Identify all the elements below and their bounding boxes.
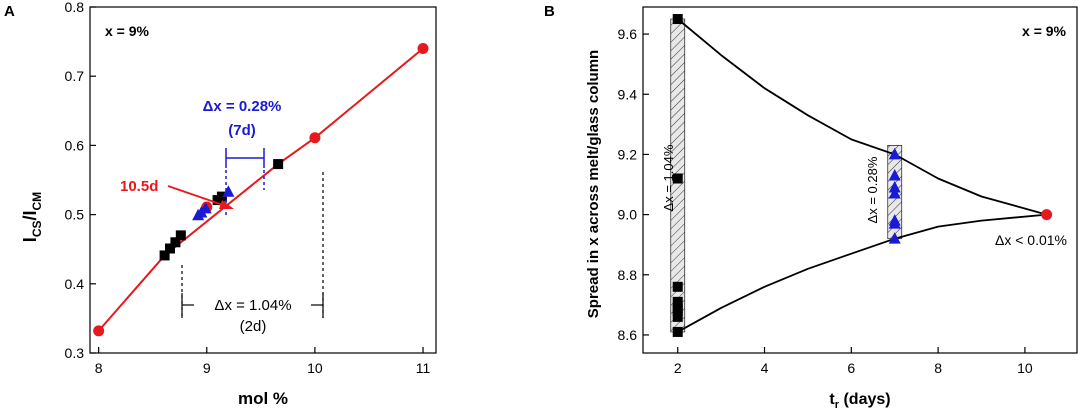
panel-b: B 2 4 6 8 10 8.6 8.8 9.0 9.2 9.4 9.6 tr (days) Sp… bbox=[544, 3, 1078, 411]
panel-a-point-triangle bbox=[199, 201, 212, 214]
panel-a-point-square bbox=[175, 230, 186, 241]
panel-a-y-tick-label: 0.7 bbox=[65, 68, 85, 84]
panel-b-point-triangle bbox=[888, 187, 901, 199]
panel-a-blue-label-1: Δx = 0.28% bbox=[203, 98, 282, 115]
panel-b-label: B bbox=[544, 3, 555, 20]
panel-b-point-square bbox=[672, 14, 683, 25]
panel-b-end-label: Δx < 0.01% bbox=[995, 232, 1067, 248]
panel-b-point-square bbox=[672, 326, 683, 337]
panel-b-x-tick-label: 2 bbox=[674, 360, 682, 376]
panel-a-black-bracket bbox=[181, 172, 324, 318]
panel-b-point-square bbox=[672, 305, 683, 316]
panel-b-x-tick-label: 10 bbox=[1017, 360, 1033, 376]
panel-b-x-axis-title: tr (days) bbox=[829, 391, 890, 411]
panel-a-plot-frame bbox=[89, 6, 437, 354]
panel-a-y-axis-title: ICS/ICM bbox=[20, 192, 44, 242]
panel-b-point-square bbox=[672, 296, 683, 307]
panel-a-x-axis-title: mol % bbox=[238, 389, 288, 408]
panel-a: A 8 9 10 11 0.3 0.4 0.5 0.6 0.7 0.8 mol % ICS/IC… bbox=[4, 0, 437, 408]
panel-b-lower-curve bbox=[677, 213, 1047, 333]
panel-a-y-tick-label: 0.4 bbox=[65, 276, 85, 292]
panel-a-point-square bbox=[273, 159, 284, 170]
panel-a-point-square bbox=[165, 243, 176, 254]
panel-b-point-square bbox=[672, 173, 683, 184]
panel-a-point-square bbox=[216, 191, 227, 202]
panel-b-y-tick-label: 9.4 bbox=[618, 86, 638, 102]
panel-a-y-tick-label: 0.3 bbox=[65, 345, 85, 361]
panel-b-point-square bbox=[672, 281, 683, 292]
panel-a-black-label-2: (2d) bbox=[240, 318, 267, 335]
panel-a-red-arrowhead bbox=[219, 200, 234, 209]
panel-b-point-square bbox=[672, 311, 683, 322]
panel-a-point-square bbox=[170, 237, 181, 248]
panel-b-y-tick-label: 9.0 bbox=[618, 207, 638, 223]
panel-a-points bbox=[93, 43, 429, 337]
panel-b-x-tick-label: 8 bbox=[934, 360, 942, 376]
panel-a-x-tick-label: 10 bbox=[307, 360, 323, 376]
panel-b-point-triangle bbox=[888, 232, 901, 244]
panel-b-y-tick-label: 8.6 bbox=[618, 327, 638, 343]
panel-a-point-circle bbox=[309, 132, 321, 144]
panel-a-point-circle bbox=[93, 325, 105, 337]
panel-b-band-label-2d: Δx = 1.04% bbox=[661, 144, 676, 211]
panel-b-annotation-x: x = 9% bbox=[1022, 23, 1067, 39]
panel-a-y-tick-label: 0.6 bbox=[65, 137, 85, 153]
panel-b-band-label-7d: Δx = 0.28% bbox=[865, 156, 880, 223]
panel-a-black-label-1: Δx = 1.04% bbox=[214, 297, 291, 314]
panel-a-red-label: 10.5d bbox=[120, 178, 158, 195]
panel-b-curves bbox=[677, 18, 1047, 333]
panel-a-y-axis: 0.3 0.4 0.5 0.6 0.7 0.8 bbox=[65, 0, 96, 361]
panel-a-y-tick-label: 0.5 bbox=[65, 207, 85, 223]
panel-b-point-triangle bbox=[888, 168, 901, 181]
panel-a-x-axis: 8 9 10 11 bbox=[95, 347, 431, 376]
panel-b-upper-curve bbox=[677, 18, 1047, 216]
panel-a-label: A bbox=[4, 3, 15, 20]
panel-b-x-tick-label: 4 bbox=[761, 360, 769, 376]
panel-b-plot-frame bbox=[642, 6, 1078, 354]
panel-a-x-tick-label: 11 bbox=[416, 360, 431, 376]
panel-a-blue-bracket bbox=[225, 148, 265, 215]
panel-b-y-axis: 8.6 8.8 9.0 9.2 9.4 9.6 bbox=[618, 26, 649, 343]
panel-b-y-tick-label: 9.2 bbox=[618, 146, 638, 162]
panel-b-point-triangle bbox=[888, 181, 901, 193]
panel-a-x-tick-label: 9 bbox=[203, 360, 211, 376]
panel-b-points bbox=[672, 14, 1053, 337]
panel-a-annotation-x: x = 9% bbox=[105, 23, 150, 39]
panel-a-y-tick-label: 0.8 bbox=[65, 0, 85, 15]
panel-a-point-square bbox=[159, 250, 170, 261]
panel-b-y-tick-label: 8.8 bbox=[618, 267, 638, 283]
panel-a-blue-label-2: (7d) bbox=[228, 122, 256, 139]
panel-b-x-tick-label: 6 bbox=[847, 360, 855, 376]
panel-b-point-triangle bbox=[888, 217, 901, 229]
panel-a-red-arrow bbox=[167, 185, 227, 207]
panel-a-point-circle bbox=[417, 43, 429, 55]
panel-a-x-tick-label: 8 bbox=[95, 360, 103, 376]
panel-b-point-circle bbox=[1041, 209, 1053, 221]
panel-b-x-axis: 2 4 6 8 10 bbox=[674, 347, 1033, 376]
panel-a-point-triangle bbox=[222, 185, 235, 197]
panel-b-y-tick-label: 9.6 bbox=[618, 26, 638, 42]
panel-b-y-axis-title: Spread in x across melt/glass column bbox=[585, 50, 602, 318]
panel-b-point-triangle bbox=[888, 147, 901, 160]
